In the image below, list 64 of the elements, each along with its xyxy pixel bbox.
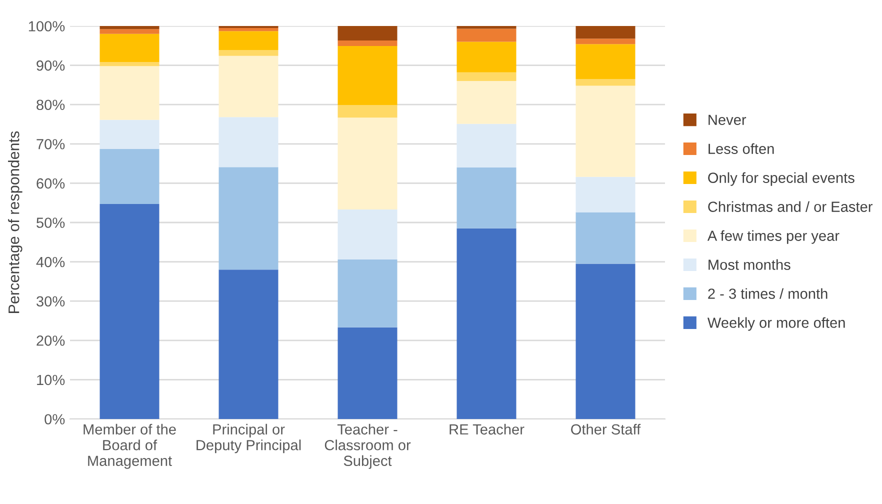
y-tick-label: 70%	[36, 139, 65, 150]
y-tick-label: 60%	[36, 178, 65, 189]
legend-label: 2 - 3 times / month	[708, 288, 828, 299]
bar	[576, 79, 636, 86]
bar	[218, 56, 278, 118]
bar	[218, 31, 278, 50]
bar	[576, 176, 636, 212]
x-tick-label: Principal or Deputy Principal	[196, 424, 301, 454]
bar	[576, 86, 636, 177]
y-tick-label: 80%	[36, 100, 65, 110]
bar	[100, 26, 160, 30]
y-tick-label: 0%	[44, 414, 65, 424]
bar	[576, 38, 636, 44]
bar	[100, 29, 160, 34]
bar	[456, 28, 516, 42]
legend-label: A few times per year	[707, 230, 840, 244]
bar	[100, 34, 160, 62]
y-tick-label: 30%	[36, 296, 65, 307]
bar	[456, 228, 516, 419]
x-tick-label: Member of the Board of Management	[84, 424, 176, 469]
bar	[338, 118, 398, 210]
legend-label: Only for special events	[708, 172, 854, 186]
legend-label: Less often	[708, 143, 774, 154]
bar	[576, 44, 636, 80]
bar	[338, 40, 398, 46]
bar	[218, 270, 278, 419]
bar	[456, 26, 516, 29]
y-axis-title: Percentage of respondents	[8, 131, 22, 313]
bar	[100, 66, 160, 120]
bar	[456, 72, 516, 82]
bar	[100, 204, 160, 419]
bar	[456, 81, 516, 124]
bar	[576, 26, 636, 39]
y-tick-label: 20%	[36, 336, 65, 346]
y-tick-label: 40%	[36, 256, 65, 268]
y-tick-label: 100%	[28, 21, 65, 32]
bar	[338, 46, 398, 105]
bar	[338, 104, 398, 118]
y-tick-label: 10%	[37, 374, 65, 386]
bar	[338, 327, 398, 419]
bar	[100, 149, 160, 204]
bar	[338, 210, 398, 260]
x-tick-label: Other Staff	[571, 424, 641, 435]
bar	[576, 212, 636, 264]
bar	[100, 62, 160, 66]
legend-label: Christmas and / or Easter	[708, 201, 873, 212]
bar	[456, 42, 516, 72]
bar	[456, 124, 516, 168]
bar	[218, 117, 278, 168]
bar	[576, 264, 636, 419]
bar	[456, 167, 516, 228]
x-tick-label: RE Teacher	[450, 424, 524, 435]
bar	[338, 259, 398, 328]
legend-label: Weekly or more often	[707, 317, 845, 331]
bar	[218, 50, 278, 56]
bar	[100, 120, 160, 150]
bar	[218, 167, 278, 270]
bar	[338, 26, 398, 41]
legend-label: Most months	[708, 259, 790, 270]
legend-label: Never	[708, 114, 746, 126]
y-tick-label: 50%	[36, 218, 65, 228]
bar	[218, 28, 278, 32]
y-tick-label: 90%	[36, 60, 65, 71]
x-tick-label: Teacher - Classroom or Subject	[324, 424, 411, 469]
